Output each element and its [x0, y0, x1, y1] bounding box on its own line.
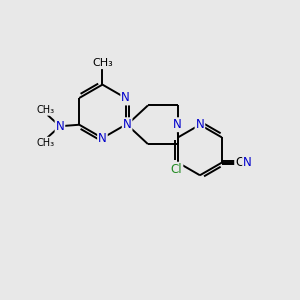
Text: N: N: [196, 118, 204, 131]
Text: N: N: [98, 132, 107, 145]
Text: N: N: [243, 156, 252, 169]
Text: N: N: [123, 118, 131, 131]
Text: N: N: [56, 120, 64, 133]
Text: C: C: [235, 156, 243, 169]
Text: CH₃: CH₃: [36, 138, 54, 148]
Text: CH₃: CH₃: [92, 58, 113, 68]
Text: N: N: [173, 118, 182, 131]
Text: N: N: [121, 92, 130, 104]
Text: Cl: Cl: [171, 163, 182, 176]
Text: CH₃: CH₃: [36, 105, 54, 115]
